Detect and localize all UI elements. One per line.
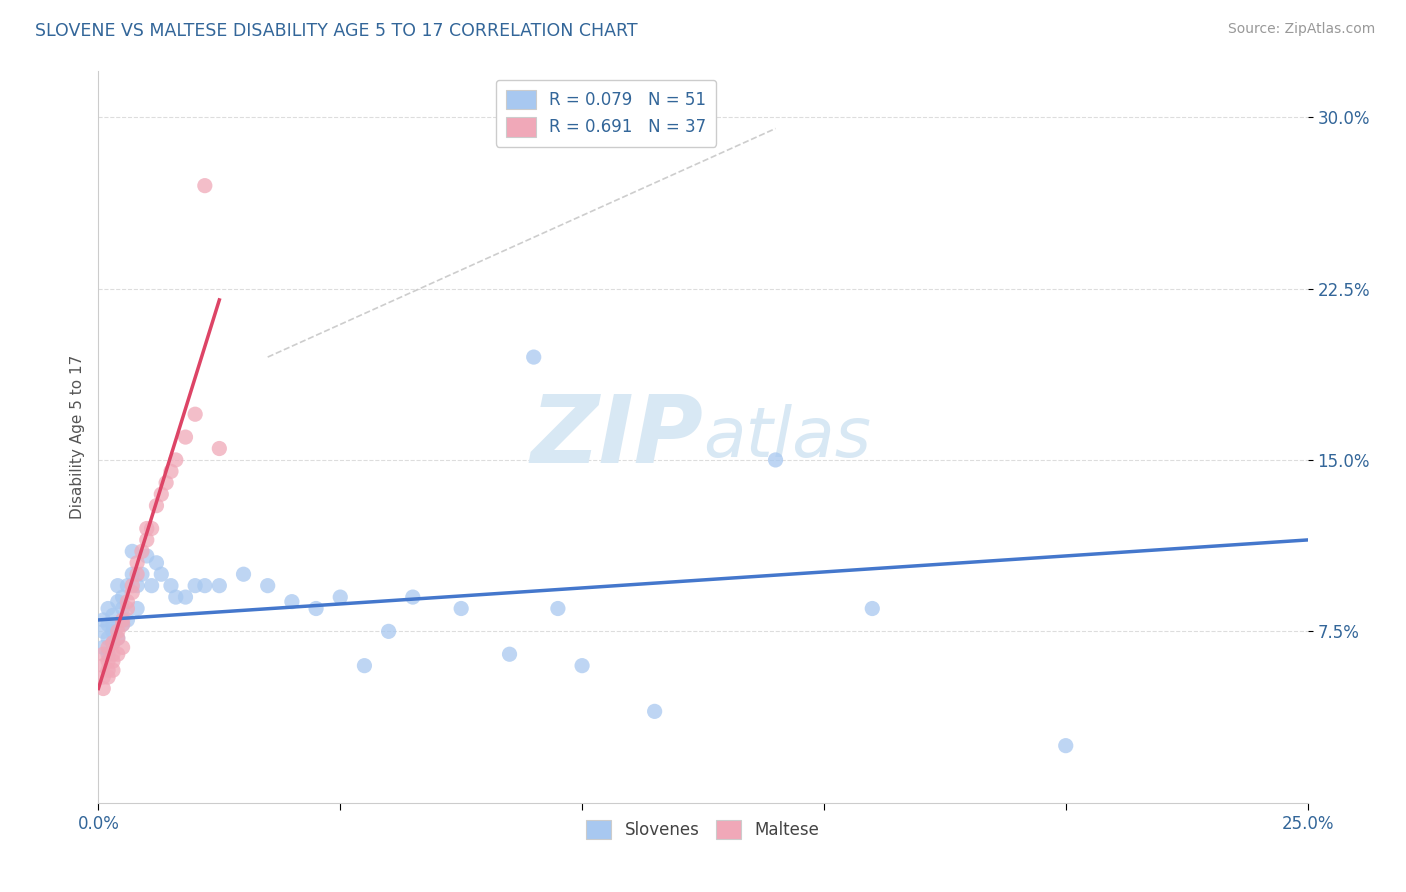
Maltese [107,647,129,661]
Slovenes [97,601,120,615]
Legend: Slovenes, Maltese: Slovenes, Maltese [579,814,827,846]
Slovenes [184,579,207,593]
Slovenes [101,624,124,639]
Slovenes [150,567,173,582]
Maltese [107,624,129,639]
Maltese [155,475,177,490]
Text: atlas: atlas [703,403,870,471]
Maltese [165,453,187,467]
Maltese [91,658,114,673]
Slovenes [101,617,124,632]
Maltese [111,613,134,627]
Maltese [121,585,143,599]
Maltese [91,670,114,684]
Maltese [101,647,124,661]
Maltese [97,670,120,684]
Text: ZIP: ZIP [530,391,703,483]
Slovenes [127,601,149,615]
Maltese [174,430,197,444]
Slovenes [174,590,197,604]
Slovenes [450,601,472,615]
Slovenes [377,624,399,639]
Slovenes [160,579,183,593]
Maltese [117,601,139,615]
Slovenes [329,590,352,604]
Slovenes [208,579,231,593]
Slovenes [97,617,120,632]
Slovenes [644,705,666,719]
Slovenes [765,453,787,467]
Slovenes [121,544,143,558]
Slovenes [91,640,114,655]
Slovenes [141,579,163,593]
Slovenes [281,595,304,609]
Slovenes [232,567,254,582]
Maltese [194,178,217,193]
Slovenes [547,601,569,615]
Maltese [127,567,149,582]
Slovenes [91,613,114,627]
Slovenes [571,658,593,673]
Maltese [135,521,157,535]
Slovenes [860,601,883,615]
Maltese [101,636,124,650]
Maltese [91,647,114,661]
Slovenes [402,590,425,604]
Slovenes [117,579,139,593]
Slovenes [135,549,157,563]
Text: Source: ZipAtlas.com: Source: ZipAtlas.com [1227,22,1375,37]
Slovenes [111,590,134,604]
Maltese [160,464,183,478]
Slovenes [131,567,153,582]
Slovenes [97,647,120,661]
Slovenes [305,601,328,615]
Slovenes [101,636,124,650]
Slovenes [498,647,520,661]
Maltese [111,617,134,632]
Maltese [145,499,167,513]
Maltese [97,654,120,668]
Maltese [131,544,153,558]
Maltese [111,640,134,655]
Slovenes [107,632,129,646]
Slovenes [107,579,129,593]
Slovenes [101,608,124,623]
Slovenes [1054,739,1077,753]
Maltese [117,595,139,609]
Slovenes [523,350,546,364]
Slovenes [111,617,134,632]
Slovenes [145,556,167,570]
Slovenes [91,624,114,639]
Slovenes [127,579,149,593]
Maltese [150,487,173,501]
Y-axis label: Disability Age 5 to 17: Disability Age 5 to 17 [69,355,84,519]
Maltese [101,663,124,677]
Maltese [141,521,163,535]
Slovenes [256,579,278,593]
Maltese [121,579,143,593]
Maltese [97,663,120,677]
Slovenes [111,601,134,615]
Maltese [97,640,120,655]
Slovenes [194,579,217,593]
Text: SLOVENE VS MALTESE DISABILITY AGE 5 TO 17 CORRELATION CHART: SLOVENE VS MALTESE DISABILITY AGE 5 TO 1… [35,22,638,40]
Slovenes [117,613,139,627]
Slovenes [107,595,129,609]
Maltese [208,442,231,456]
Slovenes [97,632,120,646]
Maltese [184,407,207,421]
Slovenes [121,567,143,582]
Maltese [91,681,114,696]
Maltese [127,556,149,570]
Maltese [107,632,129,646]
Maltese [135,533,157,547]
Slovenes [353,658,375,673]
Slovenes [165,590,187,604]
Maltese [101,654,124,668]
